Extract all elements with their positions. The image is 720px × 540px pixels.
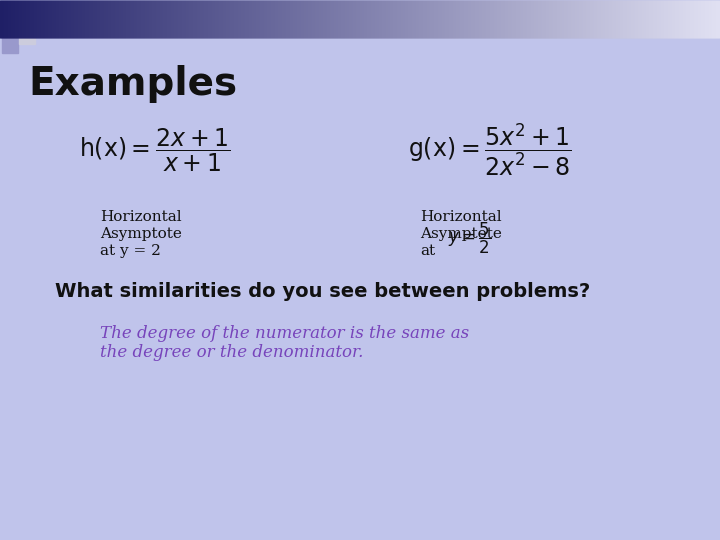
- Text: at: at: [420, 244, 435, 258]
- Text: Horizontal: Horizontal: [100, 210, 181, 224]
- Text: the degree or the denominator.: the degree or the denominator.: [100, 344, 364, 361]
- Text: $\mathdefault{g(x)} = \dfrac{5x^2+1}{2x^2-8}$: $\mathdefault{g(x)} = \dfrac{5x^2+1}{2x^…: [408, 122, 572, 179]
- Text: $\mathdefault{h(x)} = \dfrac{2x+1}{x+1}$: $\mathdefault{h(x)} = \dfrac{2x+1}{x+1}$: [79, 126, 230, 174]
- Text: The degree of the numerator is the same as: The degree of the numerator is the same …: [100, 325, 469, 342]
- Text: What similarities do you see between problems?: What similarities do you see between pro…: [55, 282, 590, 301]
- Text: Horizontal: Horizontal: [420, 210, 502, 224]
- Text: Examples: Examples: [28, 65, 237, 103]
- Bar: [19, 28, 35, 44]
- Text: at y = 2: at y = 2: [100, 244, 161, 258]
- Text: $y = \dfrac{5}{2}$: $y = \dfrac{5}{2}$: [448, 220, 491, 255]
- Text: Asymptote: Asymptote: [100, 227, 182, 241]
- Text: Asymptote: Asymptote: [420, 227, 502, 241]
- Bar: [2, 37, 18, 53]
- Bar: [2, 20, 18, 36]
